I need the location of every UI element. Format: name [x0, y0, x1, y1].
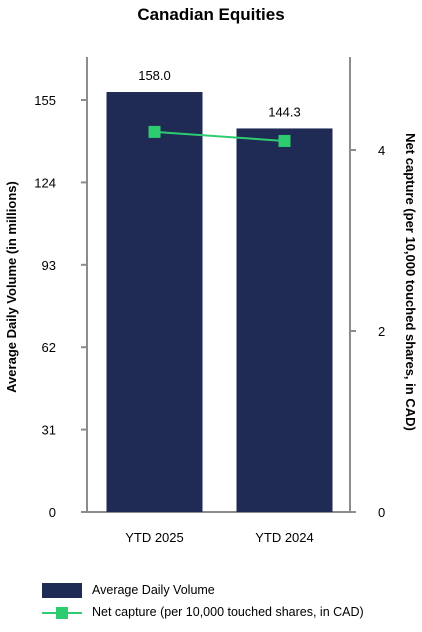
- line-series: [148, 125, 291, 147]
- y-tick-label: 93: [42, 258, 56, 273]
- y-tick-label: 155: [34, 93, 56, 108]
- bar-series: [106, 92, 333, 512]
- y-axis-title: Average Daily Volume (in millions): [4, 181, 19, 393]
- bar-data-label: 158.0: [138, 68, 171, 83]
- net-capture-line: [154, 130, 285, 142]
- data-labels: 158.0 144.3: [138, 68, 301, 119]
- y2-tick-label: 2: [378, 324, 385, 339]
- chart-canvas: Canadian Equities 0 31 62 93 124 155 0 2 4 YTD 20…: [4, 5, 418, 545]
- y-tick-label: 124: [34, 175, 56, 190]
- y2-axis-title: Net capture (per 10,000 touched shares, …: [403, 133, 418, 431]
- chart-legend: Average Daily Volume Net capture (per 10…: [42, 580, 364, 624]
- y-tick-label: 62: [42, 340, 56, 355]
- y-tick-label: 31: [42, 423, 56, 438]
- legend-label-net-capture: Net capture (per 10,000 touched shares, …: [92, 605, 364, 619]
- legend-swatch-line: [42, 605, 82, 620]
- bar-ytd-2024: [236, 128, 333, 512]
- legend-item-net-capture: Net capture (per 10,000 touched shares, …: [42, 602, 364, 622]
- chart-axes: 0 31 62 93 124 155 0 2 4 YTD 2025 YTD 2024: [34, 57, 385, 545]
- y2-tick-label: 0: [378, 505, 385, 520]
- bar-ytd-2025: [106, 92, 203, 512]
- chart-title: Canadian Equities: [137, 5, 284, 24]
- net-capture-point: [278, 134, 291, 147]
- x-tick-label: YTD 2024: [255, 530, 314, 545]
- legend-label-volume: Average Daily Volume: [92, 583, 215, 597]
- y-tick-label: 0: [49, 505, 56, 520]
- bar-data-label: 144.3: [268, 104, 301, 119]
- legend-item-volume: Average Daily Volume: [42, 580, 364, 600]
- x-tick-label: YTD 2025: [125, 530, 184, 545]
- y2-tick-label: 4: [378, 143, 385, 158]
- net-capture-point: [148, 125, 161, 138]
- legend-swatch-bar: [42, 582, 82, 598]
